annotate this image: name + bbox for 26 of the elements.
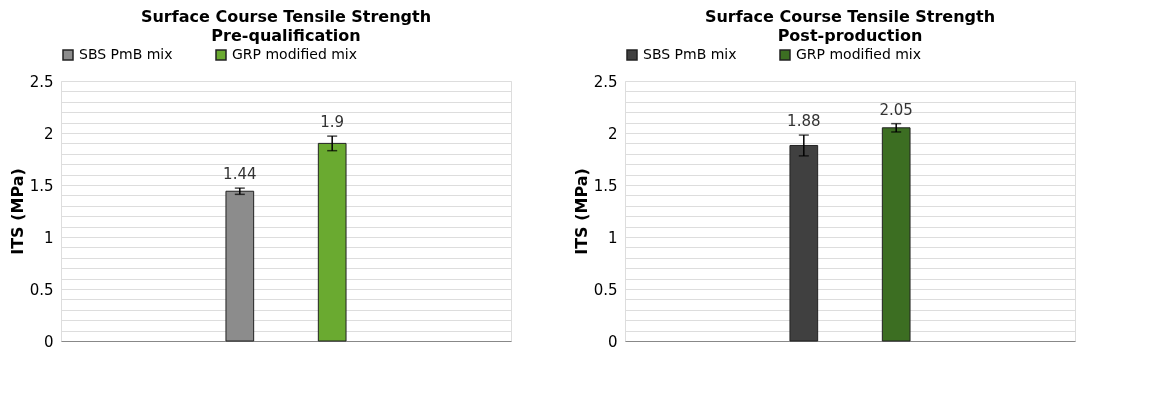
- y-axis-title: ITS (MPa): [571, 168, 591, 255]
- y-tick-label: 1.5: [593, 176, 618, 195]
- y-tick-label: 2.5: [29, 72, 54, 91]
- legend-label: SBS PmB mix: [643, 46, 737, 62]
- y-tick-label: 1: [43, 228, 54, 247]
- y-tick-label: 0.5: [29, 280, 54, 299]
- y-axis-title: ITS (MPa): [7, 168, 27, 255]
- y-tick-label: 0: [43, 332, 54, 351]
- chart-subtitle: Pre-qualification: [211, 26, 361, 45]
- legend-label: SBS PmB mix: [79, 46, 173, 62]
- legend-label: GRP modified mix: [796, 46, 922, 62]
- data-label: 2.05: [879, 100, 913, 119]
- y-tick-label: 2: [607, 124, 618, 143]
- chart-subtitle: Post-production: [777, 26, 923, 45]
- data-label: 1.88: [787, 112, 821, 131]
- chart-title: Surface Course Tensile Strength: [140, 7, 432, 26]
- y-tick-label: 0.5: [593, 280, 618, 299]
- legend-label: GRP modified mix: [232, 46, 358, 62]
- data-label: 1.44: [223, 165, 257, 184]
- data-label: 1.9: [320, 113, 345, 132]
- y-tick-label: 1: [607, 228, 618, 247]
- y-tick-label: 2: [43, 124, 54, 143]
- y-tick-label: 2.5: [593, 72, 618, 91]
- y-tick-label: 0: [607, 332, 618, 351]
- chart-title: Surface Course Tensile Strength: [704, 7, 996, 26]
- y-tick-label: 1.5: [29, 176, 54, 195]
